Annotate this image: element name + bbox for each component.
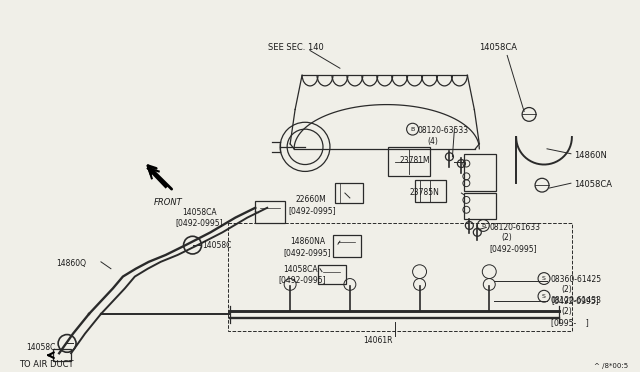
Bar [255,201,285,222]
Text: S: S [542,276,546,281]
Text: [0492-0995]: [0492-0995] [489,244,537,253]
Text: 08120-61433: 08120-61433 [551,296,602,305]
Text: 14058CA: 14058CA [479,43,517,52]
Text: 14058CA: 14058CA [574,180,612,189]
Text: B: B [481,223,485,228]
Bar [228,222,572,331]
Text: [0492-0995]: [0492-0995] [551,296,598,305]
Text: 14860NA: 14860NA [290,237,325,246]
Text: TO AIR DUCT: TO AIR DUCT [19,360,74,369]
Text: [0492-0995]: [0492-0995] [278,276,326,285]
Text: 08120-61633: 08120-61633 [489,222,540,231]
Text: SEE SEC. 140: SEE SEC. 140 [268,43,324,52]
Text: 23785N: 23785N [410,188,440,197]
Text: 14058CA: 14058CA [283,265,318,274]
Text: 14058C: 14058C [26,343,56,352]
Text: 22660M: 22660M [295,195,326,204]
Text: (2): (2) [561,285,572,294]
Bar [53,349,71,361]
Text: 14860N: 14860N [574,151,607,160]
Text: 14058CA: 14058CA [182,208,217,217]
Text: [0492-0995]: [0492-0995] [175,219,223,228]
Text: [0995-    ]: [0995- ] [551,318,589,327]
Bar [465,193,496,219]
Text: (2): (2) [501,233,512,242]
Text: 14860Q: 14860Q [56,259,86,268]
Bar [318,265,346,285]
Bar [335,183,363,203]
Text: [0492-0995]: [0492-0995] [288,206,336,215]
Text: B: B [410,126,415,132]
Text: (4): (4) [428,137,438,146]
Text: FRONT: FRONT [154,198,182,207]
Text: 14061R: 14061R [363,336,392,344]
Text: 23781M: 23781M [399,156,430,165]
Text: (2): (2) [561,307,572,316]
Text: S: S [542,294,546,299]
Bar [415,180,447,202]
Text: 08360-61425: 08360-61425 [551,275,602,283]
Bar [333,235,361,257]
Text: 08120-63533: 08120-63533 [417,126,468,135]
Bar [465,154,496,191]
Text: ^ /8*00:5: ^ /8*00:5 [594,363,628,369]
Text: 14058C: 14058C [202,241,232,250]
Text: [0492-0995]: [0492-0995] [283,248,331,257]
Bar [388,147,429,176]
